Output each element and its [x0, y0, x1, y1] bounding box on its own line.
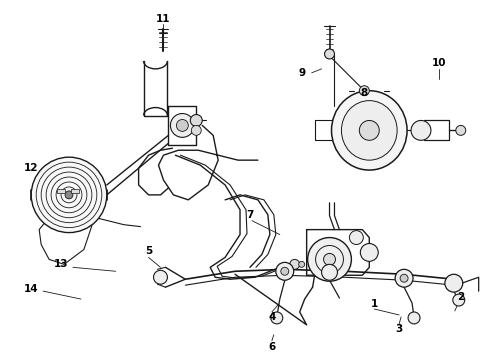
Circle shape: [324, 49, 335, 59]
Text: 6: 6: [268, 342, 275, 352]
Circle shape: [190, 114, 202, 126]
Text: 14: 14: [24, 284, 39, 294]
Circle shape: [290, 260, 300, 269]
Circle shape: [400, 274, 408, 282]
Circle shape: [191, 125, 201, 135]
Circle shape: [349, 231, 363, 244]
Text: 13: 13: [54, 259, 68, 269]
Circle shape: [176, 120, 188, 131]
Ellipse shape: [332, 91, 407, 170]
Circle shape: [321, 264, 338, 280]
Circle shape: [445, 274, 463, 292]
Circle shape: [65, 191, 73, 199]
Circle shape: [153, 270, 168, 284]
Text: 2: 2: [457, 292, 465, 302]
Circle shape: [308, 238, 351, 281]
Text: 9: 9: [298, 68, 305, 78]
Text: 4: 4: [268, 312, 275, 322]
Bar: [57, 189, 65, 193]
Circle shape: [31, 157, 107, 233]
Circle shape: [359, 86, 369, 96]
Circle shape: [411, 121, 431, 140]
Circle shape: [359, 121, 379, 140]
Bar: [71, 189, 79, 193]
Circle shape: [281, 267, 289, 275]
Ellipse shape: [342, 100, 397, 160]
Text: 10: 10: [432, 58, 446, 68]
Text: 8: 8: [361, 88, 368, 98]
Circle shape: [456, 125, 466, 135]
Text: 1: 1: [370, 299, 378, 309]
Circle shape: [408, 312, 420, 324]
Circle shape: [271, 312, 283, 324]
Circle shape: [395, 269, 413, 287]
Text: 5: 5: [145, 247, 152, 256]
Circle shape: [299, 261, 305, 267]
Text: 11: 11: [156, 14, 171, 24]
Text: 7: 7: [246, 210, 254, 220]
Text: 3: 3: [395, 324, 403, 334]
Circle shape: [276, 262, 294, 280]
Circle shape: [323, 253, 336, 265]
Text: 12: 12: [24, 163, 39, 173]
Circle shape: [171, 113, 195, 137]
Circle shape: [453, 294, 465, 306]
Circle shape: [360, 243, 378, 261]
